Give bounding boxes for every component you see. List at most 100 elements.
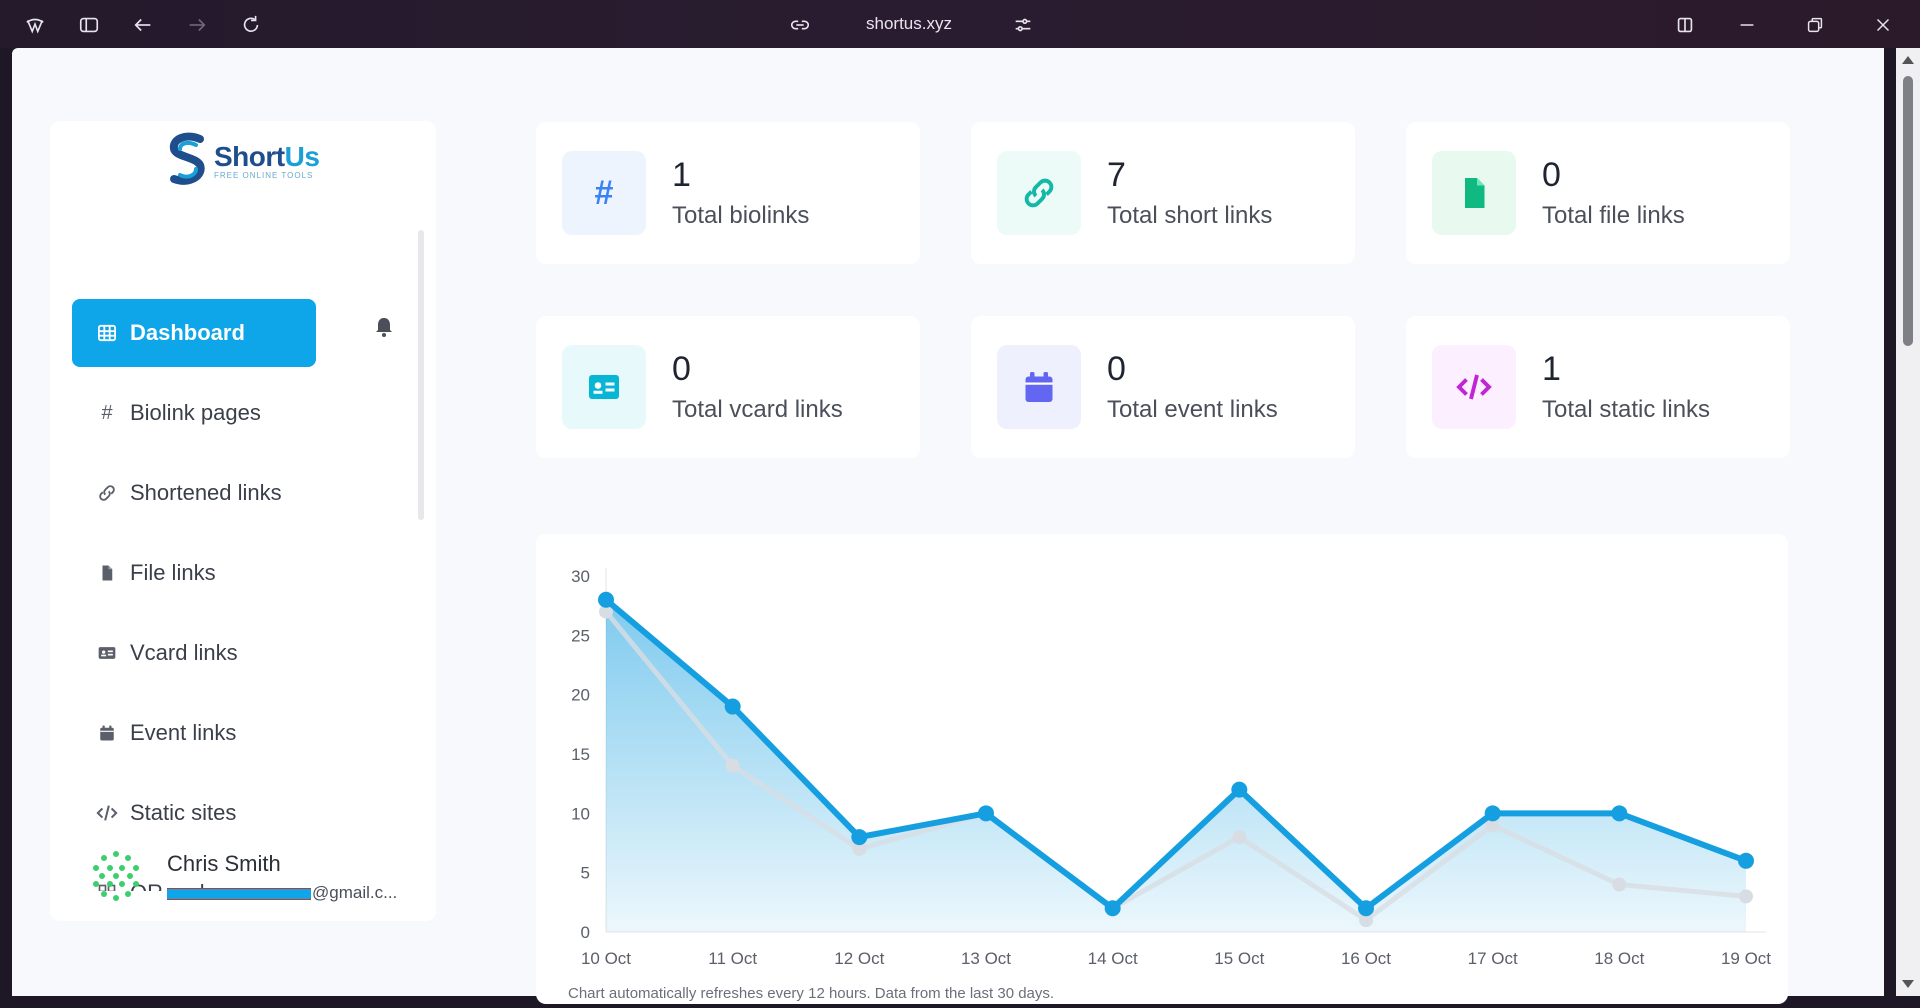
stat-icon-box	[1432, 151, 1516, 235]
data-point-secondary	[1232, 830, 1247, 845]
y-tick-label: 20	[571, 686, 590, 705]
user-email-redacted	[167, 888, 311, 900]
scroll-up-icon[interactable]	[1902, 56, 1914, 64]
minimize-icon[interactable]	[1734, 12, 1760, 38]
data-point	[1484, 805, 1501, 822]
code-icon	[96, 802, 118, 824]
browser-titlebar: shortus.xyz	[0, 0, 1920, 48]
close-icon[interactable]	[1870, 12, 1896, 38]
data-point	[851, 829, 868, 846]
stat-icon-box	[997, 151, 1081, 235]
sidebar-item-dashboard[interactable]: Dashboard	[72, 299, 316, 367]
series-line	[604, 597, 1748, 912]
x-tick-label: 17 Oct	[1468, 949, 1518, 968]
sidebar-item-file-links[interactable]: File links	[72, 539, 316, 607]
data-point	[724, 698, 741, 715]
data-point	[978, 805, 994, 822]
sidebar-item-label: Event links	[130, 720, 237, 745]
sidebar-toggle-icon[interactable]	[76, 12, 102, 38]
stat-value: 7	[1107, 156, 1126, 194]
logo-tagline: FREE ONLINE TOOLS	[214, 170, 314, 180]
restore-icon[interactable]	[1802, 12, 1828, 38]
table-icon	[96, 322, 118, 344]
x-tick-label: 16 Oct	[1341, 949, 1391, 968]
scroll-thumb[interactable]	[1903, 76, 1913, 346]
line-chart: 0 5 10 15 20 25 30 10 Oct 11 Oct 12 Oct 13 Oct 14 O…	[571, 567, 1771, 968]
stat-icon-box	[562, 345, 646, 429]
data-point-secondary	[725, 758, 740, 773]
sidebar-item-vcard-links[interactable]: Vcard links	[72, 619, 316, 687]
user-name: Chris Smith	[167, 851, 281, 876]
stat-value: 1	[672, 156, 691, 194]
y-tick-label: 0	[581, 923, 590, 942]
x-tick-label: 14 Oct	[1088, 949, 1138, 968]
sidebar-item-label: QR codes	[130, 880, 228, 891]
x-tick-label: 12 Oct	[834, 949, 884, 968]
y-tick-label: 5	[581, 864, 590, 883]
stat-card-event-links[interactable]: 0 Total event links	[971, 316, 1355, 458]
stat-card-static-links[interactable]: 1 Total static links	[1406, 316, 1790, 458]
stat-label: Total biolinks	[672, 202, 810, 229]
avatar[interactable]	[90, 850, 142, 902]
stat-label: Total static links	[1542, 396, 1711, 423]
logo-name: ShortUs	[214, 140, 320, 172]
hash-icon: #	[594, 173, 614, 212]
sidebar-item-label: Static sites	[130, 800, 237, 825]
forward-icon[interactable]	[184, 12, 210, 38]
chart-note: Chart automatically refreshes every 12 h…	[568, 985, 1055, 1002]
calendar-icon	[96, 722, 118, 744]
sidebar: ShortUs FREE ONLINE TOOLS Dashboard # Bi…	[50, 121, 436, 921]
stat-label: Total event links	[1107, 396, 1278, 423]
stat-value: 0	[672, 350, 691, 388]
x-tick-label: 11 Oct	[708, 949, 757, 968]
sidebar-scrollbar[interactable]	[418, 230, 424, 520]
stat-card-biolinks[interactable]: # 1 Total biolinks	[536, 122, 920, 264]
y-tick-label: 25	[571, 626, 590, 645]
data-point	[1104, 900, 1121, 917]
stat-icon-box: #	[562, 151, 646, 235]
browser-logo-icon[interactable]	[22, 12, 48, 38]
stat-card-vcard-links[interactable]: 0 Total vcard links	[536, 316, 920, 458]
sidebar-item-event-links[interactable]: Event links	[72, 699, 316, 767]
link-icon	[1024, 178, 1054, 208]
stat-value: 0	[1107, 350, 1126, 388]
page-settings-icon[interactable]	[1010, 12, 1036, 38]
stat-card-file-links[interactable]: 0 Total file links	[1406, 122, 1790, 264]
hash-icon: #	[101, 401, 113, 424]
page-scrollbar[interactable]	[1896, 48, 1920, 996]
stat-label: Total file links	[1542, 202, 1685, 229]
data-point-secondary	[1485, 818, 1500, 833]
sidebar-item-label: File links	[130, 560, 216, 585]
id-card-icon	[96, 642, 118, 664]
split-view-icon[interactable]	[1672, 12, 1698, 38]
sidebar-item-shortened-links[interactable]: Shortened links	[72, 459, 316, 527]
reload-icon[interactable]	[238, 12, 264, 38]
stat-icon-box	[997, 345, 1081, 429]
sidebar-item-label: Dashboard	[130, 320, 245, 345]
data-point	[1611, 805, 1628, 822]
data-point	[1231, 781, 1248, 798]
id-card-icon	[589, 375, 619, 399]
data-point	[598, 591, 614, 608]
x-tick-label: 10 Oct	[581, 949, 631, 968]
back-icon[interactable]	[130, 12, 156, 38]
x-tick-label: 15 Oct	[1214, 949, 1264, 968]
sidebar-item-biolink-pages[interactable]: # Biolink pages	[72, 379, 316, 447]
stat-icon-box	[1432, 345, 1516, 429]
file-icon	[1465, 178, 1485, 208]
y-tick-label: 15	[571, 745, 590, 764]
stat-label: Total vcard links	[672, 396, 843, 423]
user-email: @gmail.c...	[312, 883, 398, 902]
series-area	[606, 599, 1746, 932]
sidebar-item-static-sites[interactable]: Static sites	[72, 779, 316, 847]
stat-card-short-links[interactable]: 7 Total short links	[971, 122, 1355, 264]
y-tick-label: 10	[571, 804, 590, 823]
calendar-icon	[1025, 372, 1053, 402]
site-info-icon[interactable]	[787, 12, 813, 38]
series-line-secondary	[604, 610, 1747, 924]
scroll-down-icon[interactable]	[1902, 980, 1914, 988]
sidebar-item-label: Vcard links	[130, 640, 238, 665]
address-bar[interactable]: shortus.xyz	[866, 14, 952, 33]
logo[interactable]: ShortUs FREE ONLINE TOOLS	[166, 131, 320, 189]
bell-icon[interactable]	[372, 315, 396, 339]
